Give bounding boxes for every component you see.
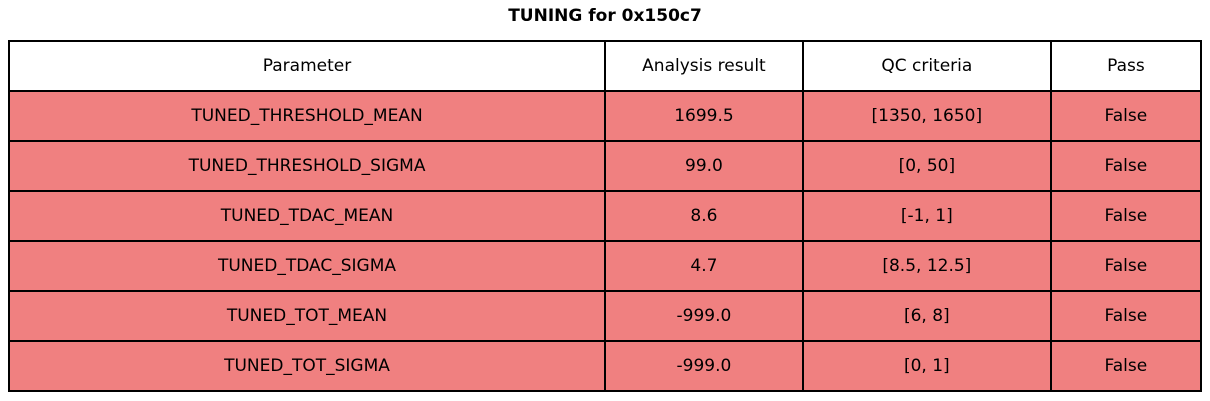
table-row: TUNED_TDAC_SIGMA 4.7 [8.5, 12.5] False	[7, 240, 1203, 292]
cell-pass: False	[1049, 140, 1203, 192]
cell-qc-criteria: [6, 8]	[801, 290, 1052, 342]
column-header-parameter: Parameter	[7, 40, 607, 92]
table-row: TUNED_THRESHOLD_SIGMA 99.0 [0, 50] False	[7, 140, 1203, 192]
cell-qc-criteria: [0, 1]	[801, 340, 1052, 392]
cell-analysis-result: -999.0	[604, 340, 804, 392]
cell-pass: False	[1049, 190, 1203, 242]
table-header: Parameter Analysis result QC criteria Pa…	[7, 40, 1203, 92]
cell-parameter: TUNED_TDAC_SIGMA	[7, 240, 607, 292]
cell-parameter: TUNED_TDAC_MEAN	[7, 190, 607, 242]
chart-title: TUNING for 0x150c7	[508, 6, 702, 26]
table-row: TUNED_TOT_MEAN -999.0 [6, 8] False	[7, 290, 1203, 342]
cell-qc-criteria: [-1, 1]	[801, 190, 1052, 242]
column-header-analysis-result: Analysis result	[604, 40, 804, 92]
cell-qc-criteria: [8.5, 12.5]	[801, 240, 1052, 292]
table-row: TUNED_THRESHOLD_MEAN 1699.5 [1350, 1650]…	[7, 90, 1203, 142]
cell-pass: False	[1049, 240, 1203, 292]
cell-parameter: TUNED_TOT_SIGMA	[7, 340, 607, 392]
table-row: TUNED_TOT_SIGMA -999.0 [0, 1] False	[7, 340, 1203, 392]
column-header-qc-criteria: QC criteria	[801, 40, 1052, 92]
cell-pass: False	[1049, 290, 1203, 342]
cell-parameter: TUNED_TOT_MEAN	[7, 290, 607, 342]
table-body: TUNED_THRESHOLD_MEAN 1699.5 [1350, 1650]…	[7, 90, 1203, 392]
cell-analysis-result: 4.7	[604, 240, 804, 292]
column-header-pass: Pass	[1049, 40, 1203, 92]
header-row: Parameter Analysis result QC criteria Pa…	[7, 40, 1203, 92]
table-row: TUNED_TDAC_MEAN 8.6 [-1, 1] False	[7, 190, 1203, 242]
cell-parameter: TUNED_THRESHOLD_SIGMA	[7, 140, 607, 192]
qc-results-table: Parameter Analysis result QC criteria Pa…	[7, 40, 1203, 392]
cell-pass: False	[1049, 90, 1203, 142]
cell-analysis-result: -999.0	[604, 290, 804, 342]
cell-parameter: TUNED_THRESHOLD_MEAN	[7, 90, 607, 142]
cell-analysis-result: 99.0	[604, 140, 804, 192]
cell-analysis-result: 1699.5	[604, 90, 804, 142]
cell-analysis-result: 8.6	[604, 190, 804, 242]
cell-qc-criteria: [1350, 1650]	[801, 90, 1052, 142]
cell-qc-criteria: [0, 50]	[801, 140, 1052, 192]
cell-pass: False	[1049, 340, 1203, 392]
